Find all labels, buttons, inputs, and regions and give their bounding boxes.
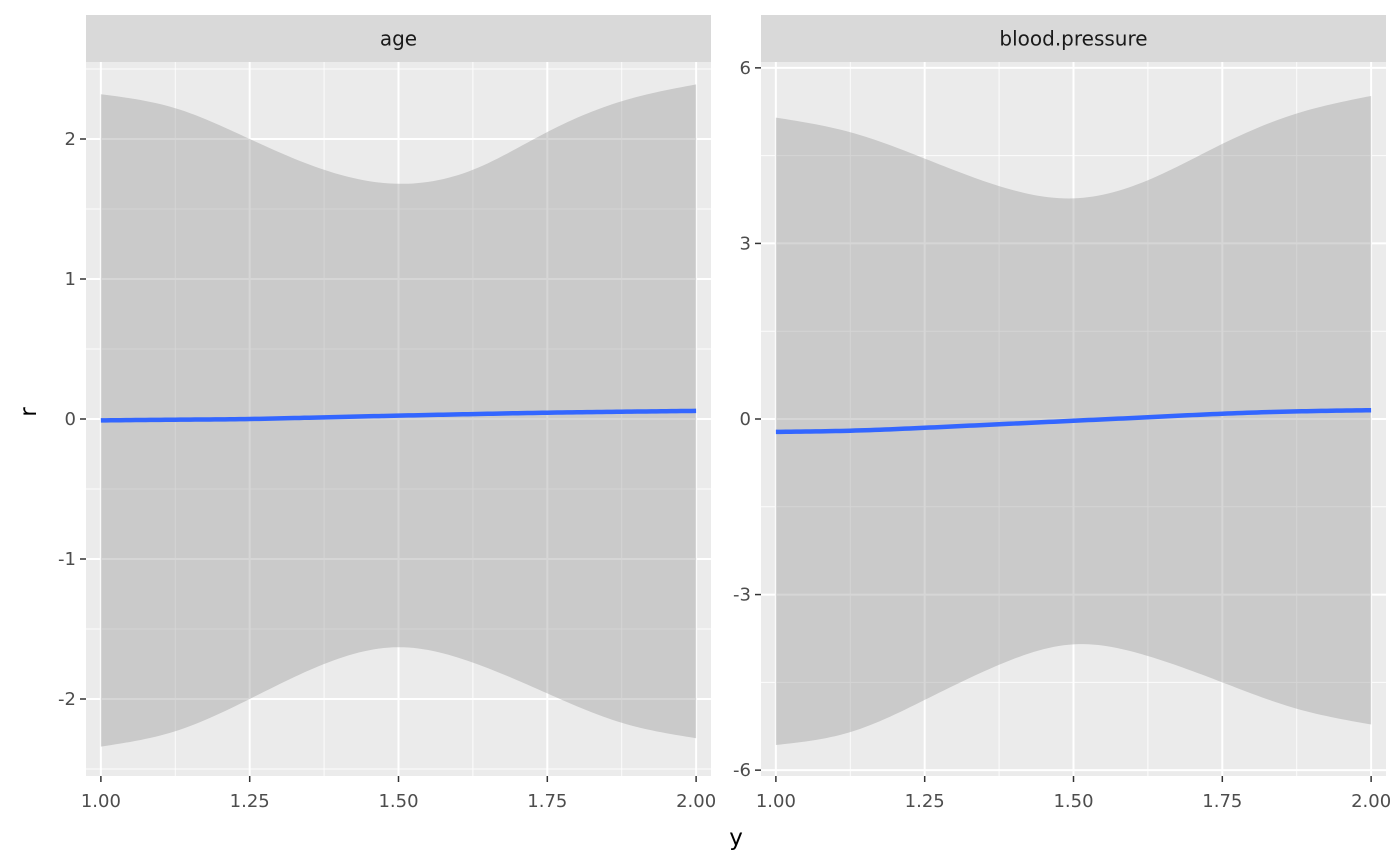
facet-panels: age 1.00 1.25 1.50 1.75 2.00 -2 -1 0 1 2 blood.pres… [58, 15, 1391, 812]
x-axis-title: y [729, 825, 743, 851]
x-tick-label: 1.00 [756, 791, 796, 812]
y-axis-title: r [16, 407, 42, 417]
y-tick-label: -3 [733, 585, 751, 606]
y-tick-label: 0 [740, 409, 751, 430]
x-tick-label: 2.00 [1351, 791, 1391, 812]
y-tick-label: -2 [58, 689, 76, 710]
y-tick-label: -1 [58, 549, 76, 570]
facet-strip [761, 15, 1386, 62]
smooth-fit-line [100, 408, 697, 423]
facet-panel-0: age 1.00 1.25 1.50 1.75 2.00 -2 -1 0 1 2 [58, 15, 716, 812]
facet-panel-1: blood.pressure 1.00 1.25 1.50 1.75 2.00 -6 -3 0 3… [733, 15, 1391, 812]
x-tick-label: 2.00 [676, 791, 716, 812]
y-tick-label: -6 [733, 760, 751, 781]
y-tick-label: 2 [65, 129, 76, 150]
x-tick-label: 1.00 [81, 791, 121, 812]
x-tick-label: 1.50 [378, 791, 418, 812]
x-tick-label: 1.25 [230, 791, 270, 812]
facet-strip-label: blood.pressure [999, 27, 1147, 51]
smooth-fit-line [775, 407, 1372, 435]
x-tick-label: 1.25 [905, 791, 945, 812]
y-tick-label: 0 [65, 409, 76, 430]
facet-strip [86, 15, 711, 62]
y-tick-label: 3 [740, 233, 751, 254]
x-tick-label: 1.50 [1053, 791, 1093, 812]
x-tick-label: 1.75 [1202, 791, 1242, 812]
y-tick-label: 6 [740, 58, 751, 79]
y-tick-label: 1 [65, 269, 76, 290]
x-tick-label: 1.75 [527, 791, 567, 812]
facet-strip-label: age [380, 27, 417, 51]
